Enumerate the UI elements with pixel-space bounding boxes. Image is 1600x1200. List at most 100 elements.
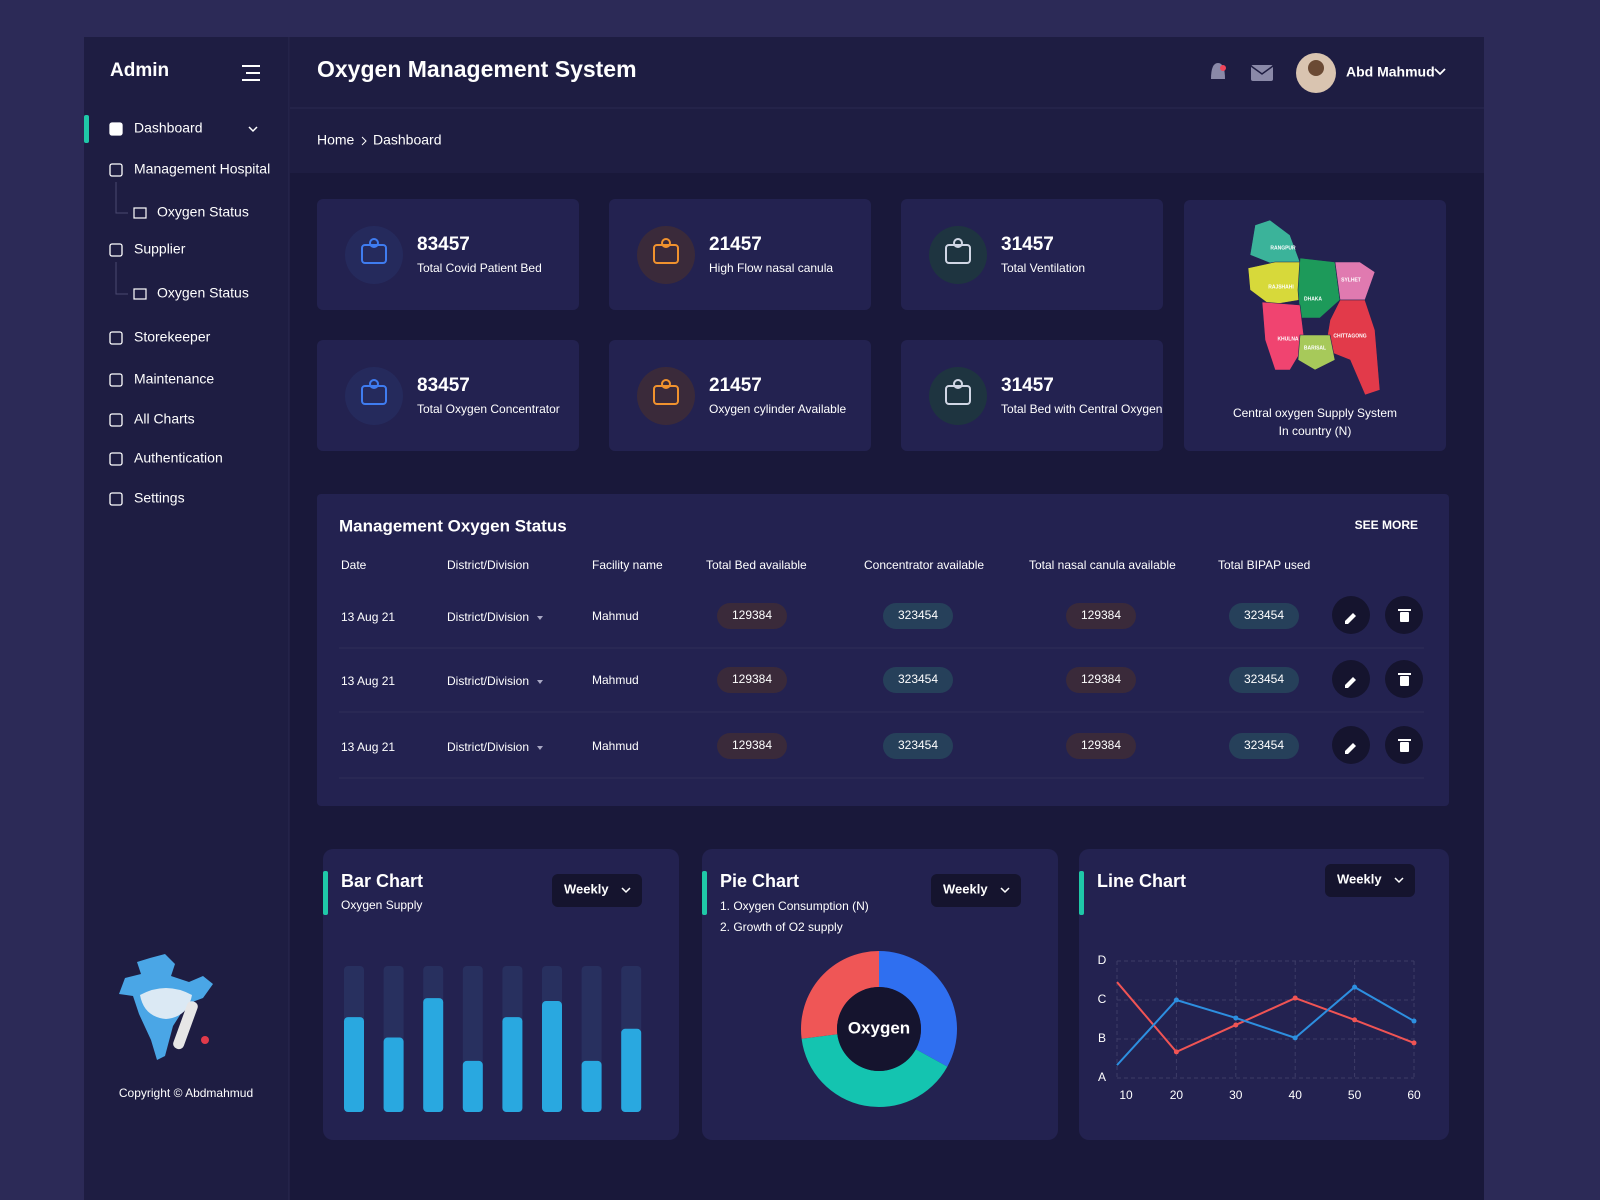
menu-item[interactable]: Storekeeper — [134, 329, 211, 345]
menu-item[interactable]: Authentication — [134, 450, 223, 466]
period-dropdown[interactable] — [931, 874, 1021, 907]
line-series — [1116, 981, 1415, 1054]
user-chevron — [1434, 68, 1446, 76]
district-caret — [537, 746, 543, 750]
cell-value: 323454 — [898, 672, 938, 686]
submenu-icon — [133, 207, 147, 219]
chart-subtitle: Oxygen Supply — [341, 898, 422, 912]
mail-icon[interactable] — [1251, 65, 1273, 81]
delete-icon — [1400, 612, 1409, 622]
cell-value: 323454 — [1244, 672, 1284, 686]
x-tick-label: 40 — [1289, 1088, 1303, 1102]
menu-item[interactable]: Maintenance — [134, 371, 214, 387]
stat-value: 83457 — [417, 375, 470, 396]
line-point — [1352, 1017, 1358, 1023]
page-title: Oxygen Management System — [317, 56, 637, 82]
breadcrumb-item[interactable]: Home — [317, 132, 355, 148]
cell-district[interactable]: District/Division — [447, 674, 529, 688]
map-caption: Central oxygen Supply System — [1233, 406, 1397, 420]
menu-icon — [109, 122, 123, 136]
table-title: Management Oxygen Status — [339, 516, 567, 535]
column-header: Concentrator available — [864, 558, 984, 572]
y-tick-label: B — [1098, 1031, 1106, 1045]
map-caption: In country (N) — [1279, 424, 1352, 438]
pie-center-label: Oxygen — [848, 1018, 910, 1037]
value-pill — [1229, 603, 1299, 629]
edit-icon — [1345, 743, 1356, 754]
mask — [140, 988, 192, 1019]
see-more[interactable]: SEE MORE — [1355, 518, 1418, 532]
cell-value: 129384 — [1081, 672, 1121, 686]
x-tick-label: 20 — [1170, 1088, 1184, 1102]
chart-title: Bar Chart — [341, 871, 423, 891]
submenu-icon — [133, 288, 147, 300]
cell-value: 129384 — [732, 608, 772, 622]
column-header: Date — [341, 558, 367, 572]
line-point — [1173, 1049, 1179, 1055]
pie-slice — [801, 1034, 948, 1108]
menu-icon — [109, 373, 123, 387]
map-region — [1334, 261, 1376, 301]
bar — [423, 998, 444, 1112]
menu-item[interactable]: Dashboard — [134, 120, 203, 136]
submenu-item[interactable]: Oxygen Status — [157, 285, 249, 301]
period-dropdown[interactable] — [552, 874, 642, 907]
menu-icon — [109, 331, 123, 345]
dropdown-chevron — [1394, 877, 1404, 884]
value-pill — [1066, 667, 1136, 693]
stat-value: 31457 — [1001, 375, 1054, 396]
dropdown-label: Weekly — [943, 881, 988, 896]
pie-slice — [801, 951, 879, 1039]
value-pill — [883, 667, 953, 693]
stat-value: 21457 — [709, 375, 762, 396]
column-header: Total nasal canula available — [1029, 558, 1176, 572]
menu-item[interactable]: Settings — [134, 490, 185, 506]
stat-value: 83457 — [417, 234, 470, 255]
stat-icon-dot — [369, 379, 379, 389]
y-tick-label: C — [1098, 992, 1107, 1006]
cylinder — [173, 1001, 198, 1050]
chart-subtitle: 2. Growth of O2 supply — [720, 920, 843, 934]
x-tick-label: 30 — [1229, 1088, 1243, 1102]
chart-accent — [323, 871, 328, 915]
bell-dot — [1220, 65, 1226, 71]
breadcrumb-item: Dashboard — [373, 132, 442, 148]
menu-item[interactable]: All Charts — [134, 411, 195, 427]
stat-icon-dot — [661, 238, 671, 248]
value-pill — [1066, 603, 1136, 629]
cell-date: 13 Aug 21 — [341, 610, 395, 624]
menu-item[interactable]: Supplier — [134, 241, 186, 257]
line-point — [1352, 984, 1358, 990]
map-region-label: BARISAL — [1304, 345, 1326, 351]
stat-label: Total Ventilation — [1001, 261, 1085, 275]
line-point — [1233, 1022, 1239, 1028]
submenu-item[interactable]: Oxygen Status — [157, 204, 249, 220]
delete-lid — [1398, 739, 1411, 741]
cell-value: 129384 — [732, 738, 772, 752]
stat-icon — [361, 244, 387, 264]
stat-icon — [945, 385, 971, 405]
period-dropdown[interactable] — [1325, 864, 1415, 897]
menu-item[interactable]: Management Hospital — [134, 161, 270, 177]
cell-district[interactable]: District/Division — [447, 740, 529, 754]
stat-icon — [653, 385, 679, 405]
value-pill — [1229, 667, 1299, 693]
cell-district[interactable]: District/Division — [447, 610, 529, 624]
copyright: Copyright © Abdmahmud — [119, 1086, 253, 1100]
line-point — [1411, 1040, 1417, 1046]
cell-date: 13 Aug 21 — [341, 740, 395, 754]
line-point — [1411, 1018, 1417, 1024]
bar — [383, 1037, 404, 1112]
dropdown-chevron — [1000, 887, 1010, 894]
active-indicator — [84, 115, 89, 143]
cell-facility: Mahmud — [592, 739, 639, 753]
stat-icon-dot — [369, 238, 379, 248]
line-point — [1292, 1035, 1298, 1041]
map-region — [1297, 334, 1336, 371]
user-name[interactable]: Abd Mahmud — [1346, 64, 1435, 80]
stat-value: 31457 — [1001, 234, 1054, 255]
stat-icon-bg — [345, 367, 403, 425]
map-region-label: DHAKA — [1304, 296, 1322, 302]
heart — [201, 1036, 209, 1044]
chart-title: Pie Chart — [720, 871, 799, 891]
